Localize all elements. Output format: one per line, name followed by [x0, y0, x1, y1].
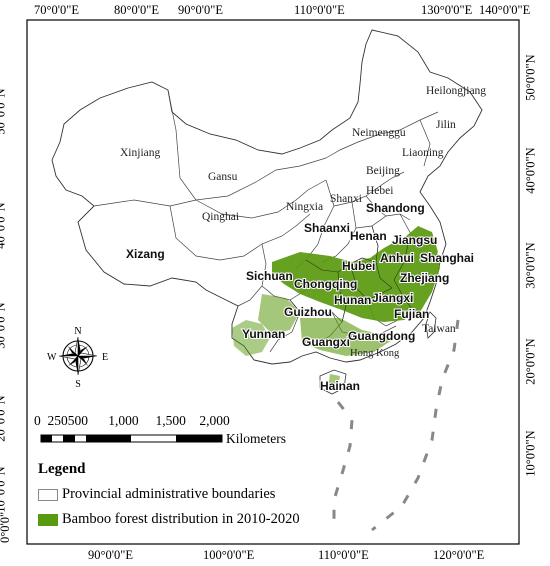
label-shanxi: Shanxi [330, 193, 362, 205]
map-frame [26, 19, 520, 545]
label-beijing: Beijing [366, 165, 400, 177]
label-heilongjiang: Heilongjiang [426, 85, 486, 97]
label-shaanxi: Shaanxi [304, 221, 350, 235]
bamboo-distribution [232, 226, 440, 388]
top-coord: 80°0'0"E [114, 3, 159, 17]
top-coord: 110°0'0"E [294, 3, 345, 17]
nine-dash-line [332, 319, 460, 532]
legend-swatch-bamboo [38, 513, 58, 526]
label-sichuan: Sichuan [246, 269, 293, 283]
compass-s-label: S [75, 379, 81, 390]
taiwan-island [425, 311, 437, 339]
province-labels: Heilongjiang Jilin Xinjiang Neimenggu Li… [120, 85, 486, 394]
top-coord: 140°0'0"E [479, 3, 531, 17]
label-hunan: Hunan [334, 293, 371, 307]
label-shanghai: Shanghai [420, 251, 474, 265]
legend-item-bamboo: Bamboo forest distribution in 2010-2020 [38, 511, 300, 528]
compass-n-label: N [74, 326, 81, 337]
label-taiwan: Taiwan [422, 323, 456, 335]
compass-w-label: W [47, 352, 57, 363]
bottom-coord: 100°0'0"E [203, 548, 255, 562]
label-hainan: Hainan [320, 379, 360, 393]
label-jilin: Jilin [436, 119, 456, 131]
label-hubei: Hubei [342, 259, 375, 273]
bottom-coord: 120°0'0"E [433, 548, 485, 562]
label-guangdong: Guangdong [348, 329, 415, 343]
label-liaoning: Liaoning [402, 147, 444, 159]
label-anhui: Anhui [380, 251, 414, 265]
label-jiangxi: Jiangxi [372, 291, 413, 305]
label-shandong: Shandong [366, 201, 425, 215]
label-qinghai: Qinghai [202, 211, 239, 223]
label-neimenggu: Neimenggu [352, 127, 406, 139]
label-yunnan: Yunnan [242, 327, 285, 341]
label-guangxi: Guangxi [302, 335, 350, 349]
bottom-coord: 110°0'0"E [318, 548, 369, 562]
label-guizhou: Guizhou [284, 305, 332, 319]
legend-swatch-boundaries [38, 488, 58, 501]
label-hong-kong: Hong Kong [350, 348, 400, 359]
label-xinjiang: Xinjiang [120, 147, 160, 159]
legend-label-bamboo: Bamboo forest distribution in 2010-2020 [62, 511, 300, 527]
label-zhejiang: Zhejiang [400, 271, 449, 285]
scale-tick-labels: 0 250500 1,000 1,500 2,000 [34, 413, 230, 428]
scale-bar [40, 434, 223, 443]
legend-item-boundaries: Provincial administrative boundaries [38, 486, 275, 503]
label-jiangsu: Jiangsu [392, 233, 437, 247]
label-gansu: Gansu [208, 171, 238, 183]
legend-title: Legend [38, 461, 86, 477]
top-coord: 90°0'0"E [178, 3, 223, 17]
legend-label-boundaries: Provincial administrative boundaries [62, 486, 276, 502]
scale-unit: Kilometers [226, 431, 286, 446]
top-coord: 130°0'0"E [421, 3, 473, 17]
compass-rose: N S E W [47, 326, 108, 390]
label-fujian: Fujian [394, 307, 429, 321]
bottom-coord: 90°0'0"E [88, 548, 133, 562]
label-hebei: Hebei [366, 185, 393, 197]
top-coord: 70°0'0"E [34, 3, 79, 17]
compass-e-label: E [102, 352, 108, 363]
label-henan: Henan [350, 229, 387, 243]
label-ningxia: Ningxia [286, 201, 323, 213]
label-xizang: Xizang [126, 247, 165, 261]
label-chongqing: Chongqing [294, 277, 357, 291]
